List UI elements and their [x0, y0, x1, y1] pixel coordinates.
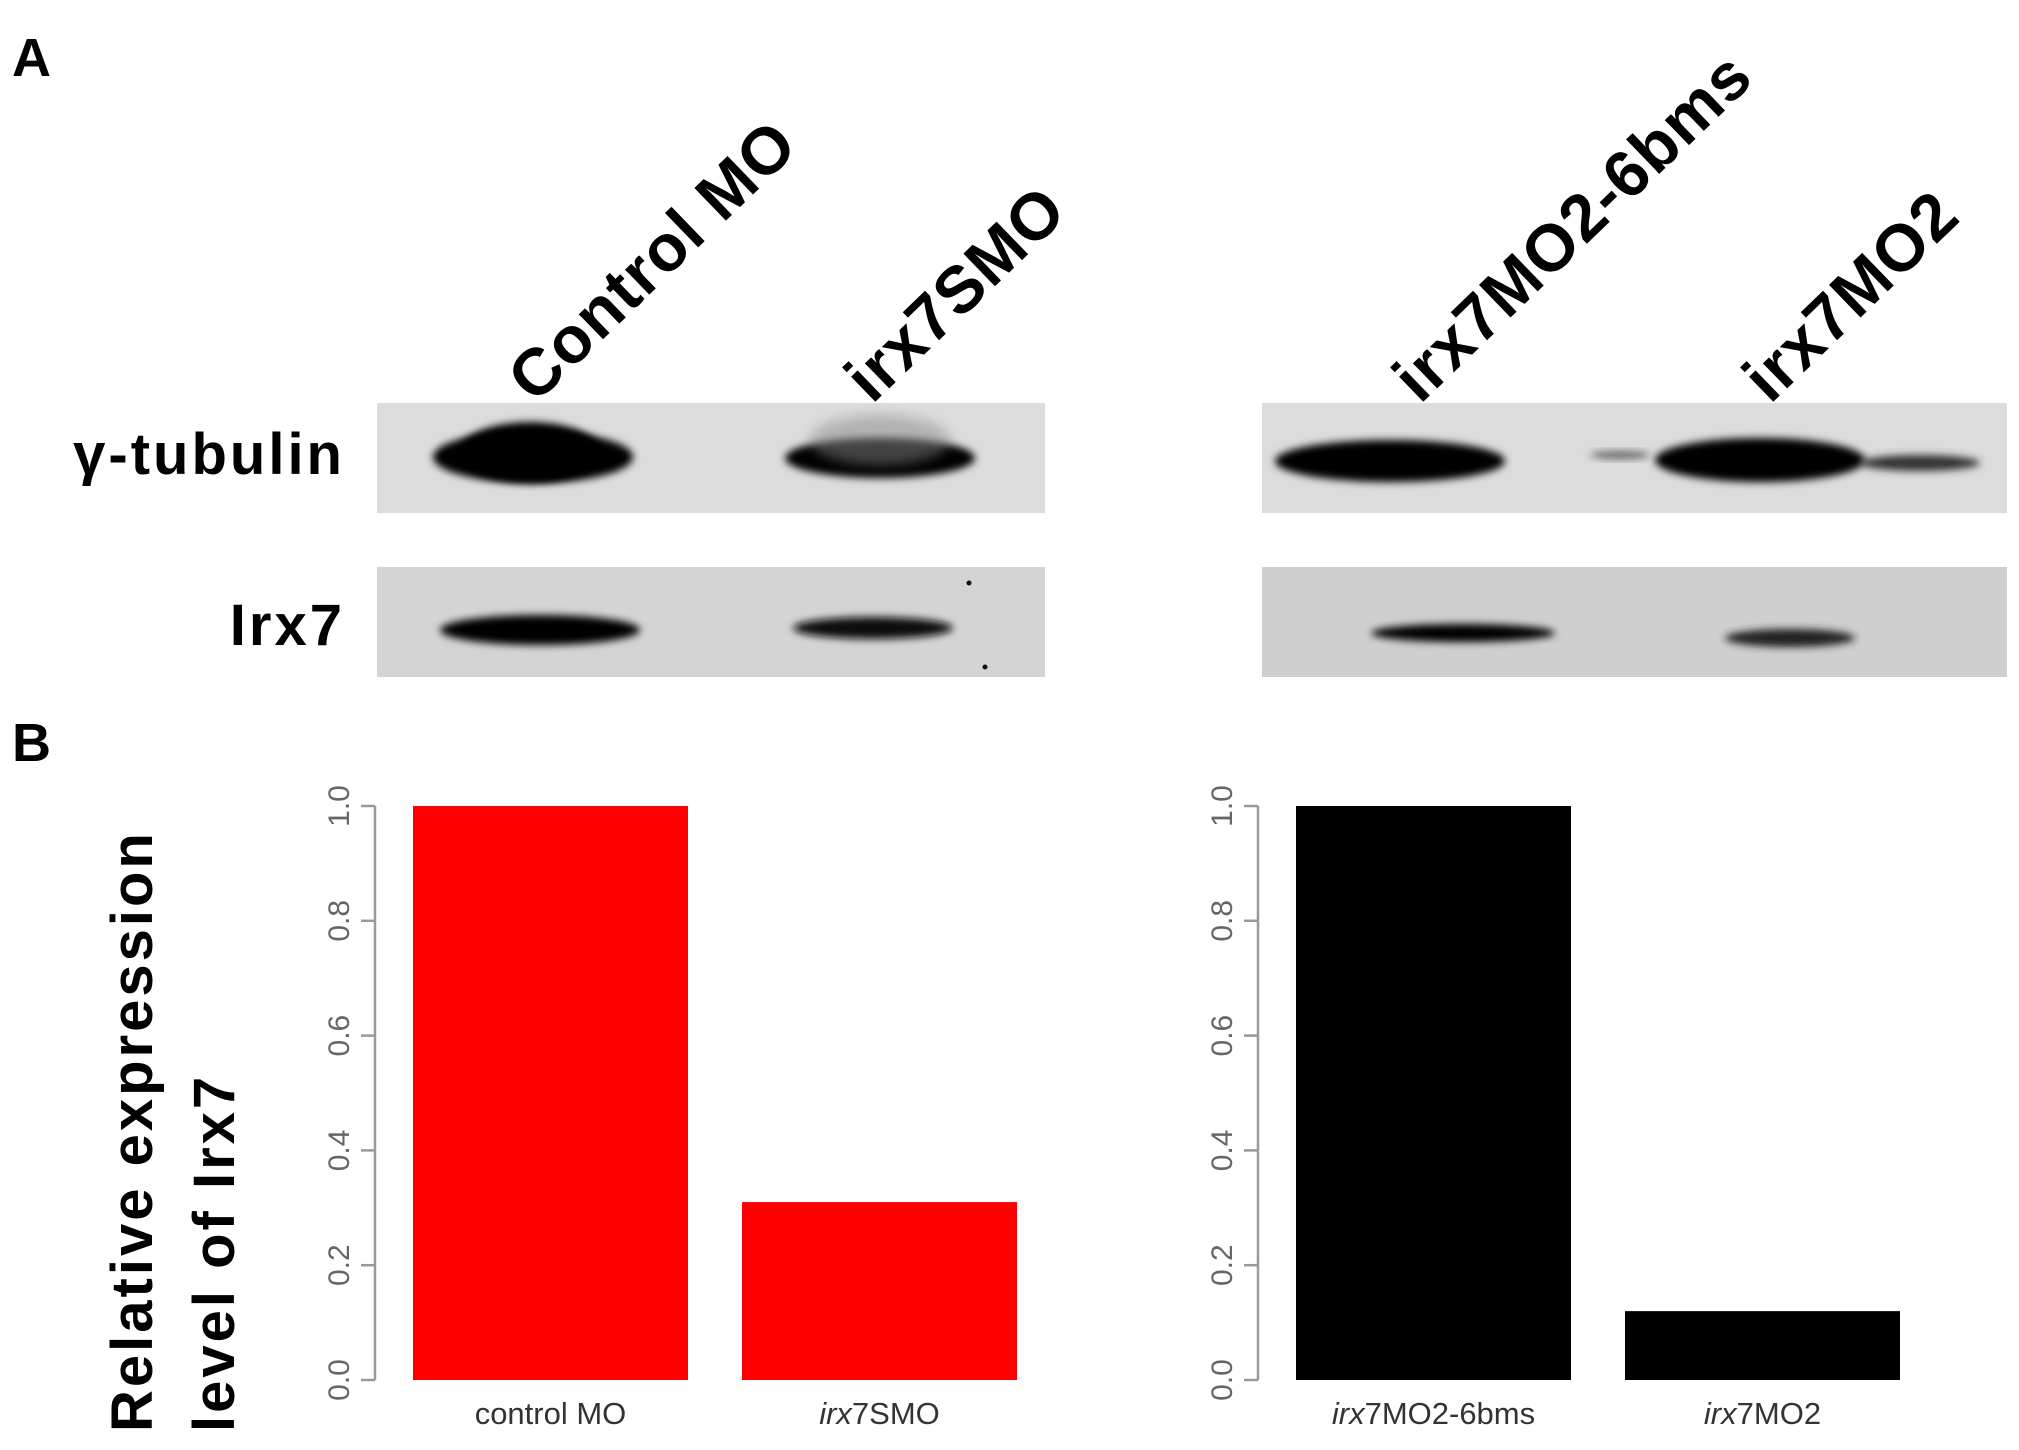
y-axis-label-line1: Relative expression — [100, 830, 165, 1432]
blot-irx7-left — [377, 567, 1045, 677]
bar — [413, 806, 688, 1380]
category-label: irx7MO2-6bms — [1332, 1396, 1535, 1431]
lane-label-control-mo: Control MO — [493, 105, 810, 415]
protein-label-irx7: Irx7 — [230, 593, 345, 658]
y-tick-label: 0.4 — [323, 1130, 356, 1172]
y-axis-label-line2: level of Irx7 — [182, 1074, 247, 1432]
y-tick-label: 1.0 — [1206, 785, 1239, 827]
y-tick-label: 0.4 — [1206, 1130, 1239, 1172]
category-label: control MO — [475, 1396, 627, 1431]
bar — [1296, 806, 1571, 1380]
bar-chart-right: 0.0 0.2 0.4 0.6 0.8 1.0 irx7MO2-6bms irx7MO2 — [1206, 785, 1900, 1431]
category-label: irx7MO2 — [1704, 1396, 1821, 1431]
lane-label-irx7mo2: irx7MO2 — [1728, 176, 1972, 415]
y-tick-label: 0.2 — [1206, 1244, 1239, 1286]
y-tick-label: 0.0 — [323, 1359, 356, 1401]
category-label: irx7SMO — [819, 1396, 940, 1431]
y-tick-label: 0.6 — [1206, 1015, 1239, 1057]
y-tick-label: 0.6 — [323, 1015, 356, 1057]
lane-label-irx7mo2-6bms: irx7MO2-6bms — [1378, 38, 1765, 416]
bar — [1625, 1311, 1900, 1380]
y-axis-label: Relative expression level of Irx7 — [100, 830, 247, 1432]
panel-b-letter: B — [12, 713, 51, 773]
y-tick-label: 0.2 — [323, 1244, 356, 1286]
blot-irx7-right — [1262, 567, 2007, 677]
blot-gamma-tubulin-left — [377, 403, 1045, 513]
y-tick-label: 0.8 — [323, 900, 356, 942]
y-tick-label: 0.0 — [1206, 1359, 1239, 1401]
y-tick-label: 1.0 — [323, 785, 356, 827]
bar-chart-left: 0.0 0.2 0.4 0.6 0.8 1.0 control MO irx7SMO — [323, 785, 1017, 1431]
blot-gamma-tubulin-right — [1262, 403, 2007, 513]
panel-a-letter: A — [12, 28, 51, 88]
lane-label-irx7smo: irx7SMO — [830, 171, 1079, 415]
y-tick-label: 0.8 — [1206, 900, 1239, 942]
bar — [742, 1202, 1017, 1380]
protein-label-gamma-tubulin: γ-tubulin — [73, 422, 345, 487]
